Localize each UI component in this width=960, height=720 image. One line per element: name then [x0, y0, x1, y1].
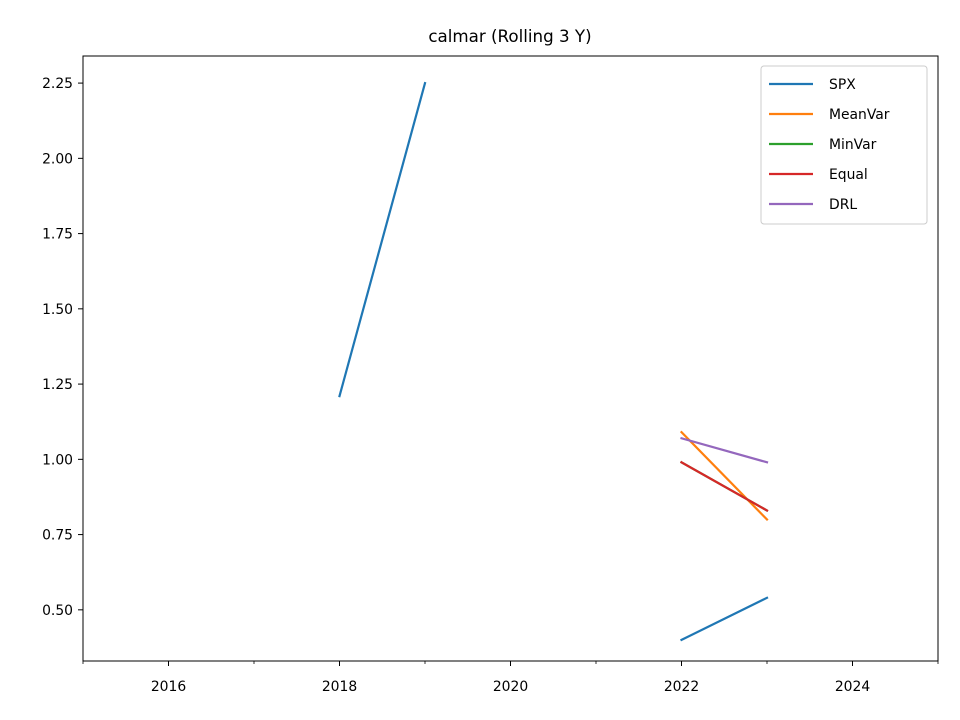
x-tick-label: 2024: [835, 679, 871, 695]
plot-lines: [338, 81, 769, 642]
chart-title: calmar (Rolling 3 Y): [428, 26, 591, 46]
y-tick-label: 2.00: [42, 151, 73, 167]
x-tick-label: 2020: [493, 679, 528, 695]
legend-box: [760, 65, 928, 225]
legend-label-drl: DRL: [829, 197, 857, 213]
series-line-equal: [680, 460, 769, 512]
x-axis: 2016 2018 2020 2022 2024: [82, 661, 939, 695]
legend-label-equal: Equal: [829, 167, 868, 183]
y-tick-label: 1.75: [42, 227, 73, 243]
y-tick-label: 1.25: [42, 377, 73, 393]
y-tick-label: 1.50: [42, 302, 73, 318]
legend-label-spx: SPX: [829, 77, 856, 93]
y-tick-label: 0.75: [42, 528, 73, 544]
x-tick-label: 2018: [322, 679, 357, 695]
series-line-drl: [680, 436, 769, 464]
x-tick-label: 2016: [151, 679, 186, 695]
series-line-spx: [680, 596, 769, 642]
legend-label-meanvar: MeanVar: [829, 107, 890, 123]
x-tick-label: 2022: [664, 679, 699, 695]
y-tick-label: 2.25: [42, 76, 73, 92]
series-line-meanvar: [679, 430, 769, 522]
y-tick-label: 0.50: [42, 603, 73, 619]
y-tick-label: 1.00: [42, 452, 73, 468]
legend: SPX MeanVar MinVar Equal DRL: [760, 65, 928, 225]
series-line-spx: [338, 81, 427, 398]
legend-label-minvar: MinVar: [829, 137, 877, 153]
y-axis: 0.50 0.75 1.00 1.25 1.50 1.75 2.00 2.25: [42, 76, 83, 619]
